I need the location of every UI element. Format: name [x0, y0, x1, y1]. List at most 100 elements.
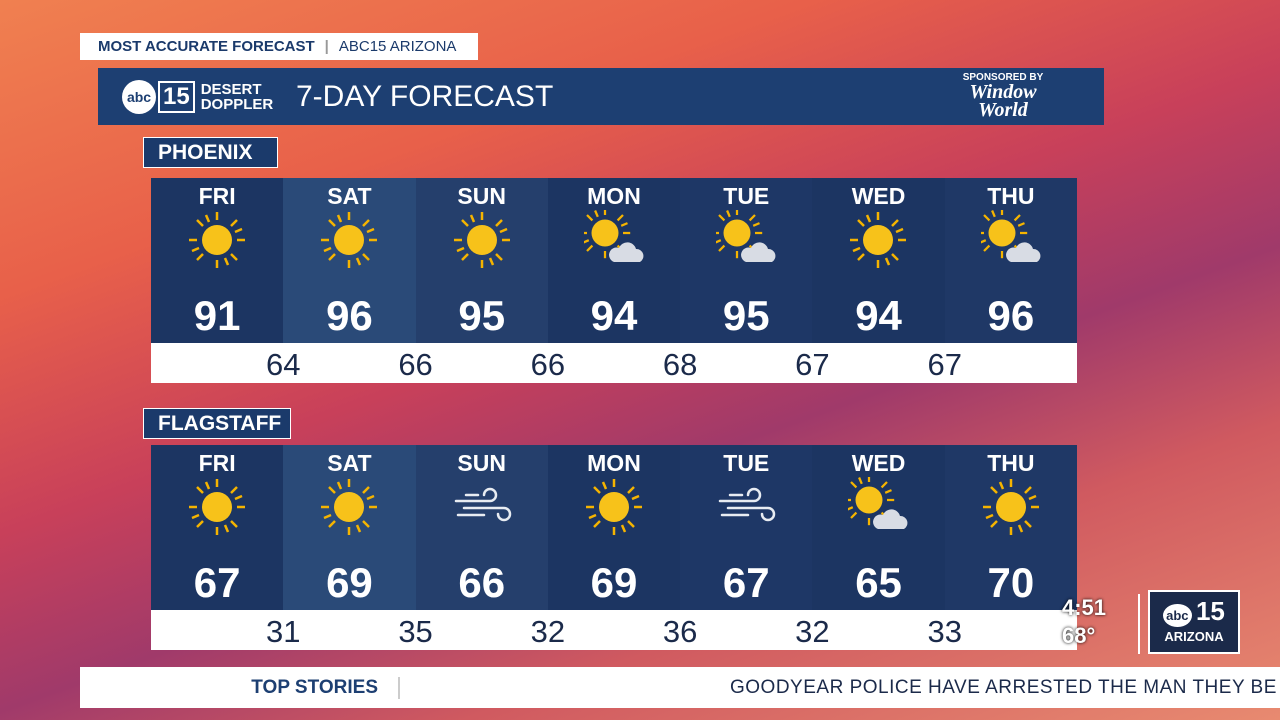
divider [1138, 594, 1140, 654]
logo: abc 15 DESERT DOPPLER [122, 80, 273, 114]
ticker: TOP STORIES GOODYEAR POLICE HAVE ARRESTE… [80, 667, 1280, 708]
weather-icon [716, 477, 776, 537]
weather-icon [716, 210, 776, 270]
low-temp: 33 [927, 614, 962, 649]
day-name: MON [587, 183, 641, 209]
day-name: WED [851, 450, 906, 476]
temp: 68° [1062, 623, 1096, 648]
time: 4:51 [1062, 595, 1107, 620]
logo-abc: abc [1163, 604, 1192, 627]
ticker-label: TOP STORIES [80, 676, 400, 699]
brand: DESERT [200, 81, 262, 98]
high-temp: 96 [987, 292, 1035, 339]
low-temp: 66 [398, 347, 433, 382]
day-name: TUE [723, 183, 770, 209]
low-temp: 67 [927, 347, 962, 382]
weather-icon [981, 477, 1041, 537]
high-temp: 69 [590, 559, 638, 606]
high-temp: 65 [855, 559, 902, 606]
day-column: WED 65 [812, 445, 945, 610]
day-column: MON 69 [547, 445, 681, 610]
station: ARIZONA [1164, 629, 1224, 644]
weather-icon [452, 210, 512, 270]
logo-num: 15 [1195, 596, 1225, 626]
weather-icon [584, 477, 644, 537]
low-temp: 35 [398, 614, 433, 649]
weather-icon [452, 477, 512, 537]
low-temp: 32 [530, 614, 566, 649]
day-name: MON [587, 450, 641, 476]
low-temp: 64 [266, 347, 301, 382]
high-temp: 91 [193, 292, 241, 339]
station-logo: abc 15 ARIZONA [1148, 590, 1240, 654]
day-column: TUE 95 [680, 178, 813, 343]
high-temp: 66 [458, 559, 506, 606]
day-column: SUN 66 [415, 445, 548, 610]
day-name: SAT [327, 183, 372, 209]
weather-icon [187, 477, 247, 537]
logo-num: 15 [158, 81, 195, 113]
lows-row: 64 66 66 68 67 67 [151, 343, 1077, 383]
low-temp: 32 [795, 614, 830, 649]
ticker-text: GOODYEAR POLICE HAVE ARRESTED THE MAN TH… [730, 676, 1277, 698]
city-tag: PHOENIX [143, 137, 278, 168]
day-name: SUN [457, 450, 506, 476]
day-name: FRI [198, 183, 236, 209]
tag-text: MOST ACCURATE FORECAST [98, 38, 315, 55]
city-tag: FLAGSTAFF [143, 408, 291, 439]
weather-icon [981, 210, 1041, 270]
low-temp: 36 [662, 614, 698, 649]
day-name: THU [987, 183, 1035, 209]
low-temp: 31 [266, 614, 301, 649]
day-column: SUN 95 [415, 178, 548, 343]
day-name: SAT [327, 450, 372, 476]
high-temp: 94 [590, 292, 638, 339]
high-temp: 95 [722, 292, 770, 339]
day-name: SUN [457, 183, 506, 209]
banner: abc 15 DESERT DOPPLER 7-DAY FORECAST SPON… [98, 68, 1104, 125]
day-column: FRI 67 [151, 445, 284, 610]
weather-icon [848, 210, 908, 270]
logo-abc: abc [122, 80, 156, 114]
high-temp: 70 [987, 559, 1035, 606]
day-column: FRI 91 [151, 178, 284, 343]
weather-icon [319, 210, 379, 270]
day-column: TUE 67 [680, 445, 813, 610]
channel: ABC15 ARIZONA [338, 38, 457, 55]
sponsor: SPONSORED BY Window World [948, 72, 1058, 121]
high-temp: 96 [326, 292, 373, 339]
day-column: THU 96 [944, 178, 1077, 343]
brand: DOPPLER [200, 96, 274, 113]
title: 7-DAY FORECAST [296, 80, 554, 113]
weather-icon [848, 477, 908, 537]
low-temp: 67 [795, 347, 830, 382]
low-temp: 68 [662, 347, 698, 382]
low-temp: 66 [530, 347, 566, 382]
weather-icon [584, 210, 644, 270]
day-column: WED 94 [812, 178, 945, 343]
day-name: THU [987, 450, 1035, 476]
weather-icon [319, 477, 379, 537]
weather-icon [187, 210, 247, 270]
top-tag: MOST ACCURATE FORECAST | ABC15 ARIZONA [80, 33, 478, 60]
high-temp: 67 [722, 559, 770, 606]
bug-time: 4:51 68° [1062, 594, 1106, 650]
day-name: WED [851, 183, 906, 209]
forecast-panel: FRI 91 SAT 96 SUN 95 MON 94 TUE 95 WED 94 THU 96 [151, 178, 1077, 343]
day-column: SAT 96 [283, 178, 416, 343]
day-name: FRI [198, 450, 236, 476]
sponsor-name: World [978, 99, 1028, 121]
day-column: THU 70 [944, 445, 1077, 610]
high-temp: 94 [855, 292, 902, 339]
high-temp: 67 [193, 559, 241, 606]
sponsor-label: SPONSORED BY [962, 72, 1044, 83]
high-temp: 95 [458, 292, 506, 339]
lows-row: 31 35 32 36 32 33 [151, 610, 1077, 650]
high-temp: 69 [326, 559, 373, 606]
day-name: TUE [723, 450, 770, 476]
sponsor-name: Window [969, 81, 1037, 103]
forecast-panel: FRI 67 SAT 69 SUN 66 MON 69 TUE 67 WED 65 THU 70 [151, 445, 1077, 610]
day-column: MON 94 [547, 178, 681, 343]
day-column: SAT 69 [283, 445, 416, 610]
